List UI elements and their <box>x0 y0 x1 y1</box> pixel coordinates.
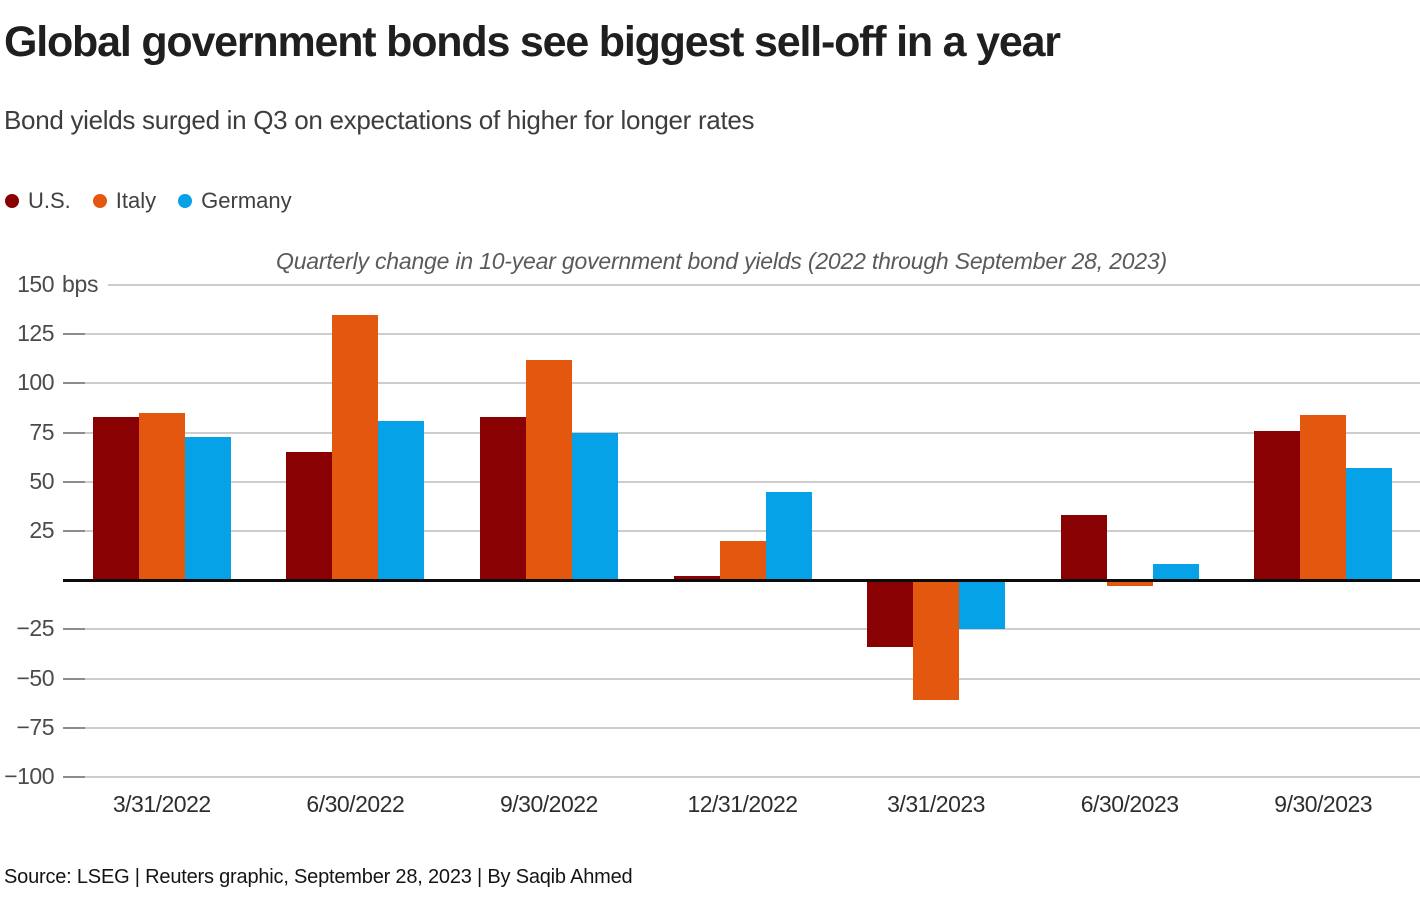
gridline-−75 <box>63 726 1420 729</box>
legend-item-germany: Germany <box>178 188 292 214</box>
tick-dash-−50 <box>63 677 85 680</box>
page-subtitle: Bond yields surged in Q3 on expectations… <box>4 105 755 135</box>
bar-us-5 <box>1060 515 1107 581</box>
legend-dot-italy <box>92 194 107 208</box>
bar-us-1 <box>286 452 333 581</box>
ytick-label-50: 50 <box>29 467 54 494</box>
xtick-label-5: 6/30/2023 <box>1080 791 1179 817</box>
ytick-label-150: 150 <box>17 271 54 297</box>
xtick-label-2: 9/30/2022 <box>500 791 598 817</box>
legend-item-us: U.S. <box>5 188 71 214</box>
gridline-25 <box>63 530 1420 532</box>
bar-germany-2 <box>571 432 618 581</box>
tick-dash-50 <box>63 480 85 483</box>
bar-italy-3 <box>719 540 766 581</box>
gridline-50 <box>63 480 1420 483</box>
ytick-label-−50: −50 <box>16 664 54 691</box>
tick-dash-100 <box>63 382 85 385</box>
legend-label-germany: Germany <box>201 188 292 213</box>
bar-us-2 <box>479 416 526 581</box>
gridline-150 <box>63 284 1420 286</box>
xtick-label-4: 3/31/2023 <box>887 791 985 817</box>
tick-dash-75 <box>63 431 85 434</box>
xtick-label-1: 6/30/2022 <box>306 791 405 817</box>
source-line: Source: LSEG | Reuters graphic, Septembe… <box>4 866 633 888</box>
bar-germany-5 <box>1152 564 1199 581</box>
bar-germany-6 <box>1346 468 1393 581</box>
xtick-label-6: 9/30/2023 <box>1274 791 1373 817</box>
legend-dot-germany <box>178 194 193 208</box>
bar-germany-4 <box>959 580 1006 630</box>
gridline-125 <box>63 333 1420 336</box>
y-axis-unit-label: bps <box>62 271 109 300</box>
bar-italy-5 <box>1106 580 1153 587</box>
bar-italy-6 <box>1300 414 1347 581</box>
bar-us-3 <box>673 576 720 581</box>
tick-dash-−25 <box>63 628 85 631</box>
bar-italy-0 <box>138 412 185 581</box>
bar-us-4 <box>867 580 914 648</box>
bar-italy-4 <box>913 580 960 701</box>
xtick-label-0: 3/31/2022 <box>112 791 211 817</box>
bar-germany-0 <box>184 436 231 581</box>
chart-annotation: Quarterly change in 10-year government b… <box>276 248 1167 274</box>
ytick-label-−25: −25 <box>16 615 54 642</box>
legend-label-italy: Italy <box>115 188 157 213</box>
tick-dash-−75 <box>63 726 85 729</box>
gridline-−100 <box>63 776 1420 778</box>
tick-dash-125 <box>63 333 85 336</box>
legend-item-italy: Italy <box>92 188 157 214</box>
bar-us-6 <box>1254 430 1301 581</box>
page-title: Global government bonds see biggest sell… <box>4 18 1061 66</box>
ytick-label-75: 75 <box>29 418 54 445</box>
legend-dot-us <box>5 194 19 208</box>
gridline-75 <box>63 431 1420 434</box>
tick-dash-−100 <box>63 776 85 778</box>
ytick-label-−75: −75 <box>16 713 54 740</box>
ytick-label-−100: −100 <box>4 763 54 789</box>
ytick-label-100: 100 <box>17 369 54 396</box>
bar-germany-1 <box>378 420 425 581</box>
gridline-100 <box>63 382 1420 385</box>
ytick-label-25: 25 <box>29 517 54 543</box>
ytick-label-125: 125 <box>17 320 54 347</box>
gridline-−50 <box>63 677 1420 680</box>
legend-label-us: U.S. <box>28 188 71 213</box>
bar-italy-2 <box>525 359 572 581</box>
bar-germany-3 <box>765 491 812 581</box>
bar-us-0 <box>92 416 139 581</box>
xtick-label-3: 12/31/2022 <box>687 791 798 817</box>
chart-legend: U.S. Italy Germany <box>5 188 292 214</box>
bar-italy-1 <box>332 314 379 581</box>
gridline-−25 <box>63 628 1420 631</box>
zero-baseline <box>63 579 1420 583</box>
tick-dash-25 <box>63 530 85 532</box>
